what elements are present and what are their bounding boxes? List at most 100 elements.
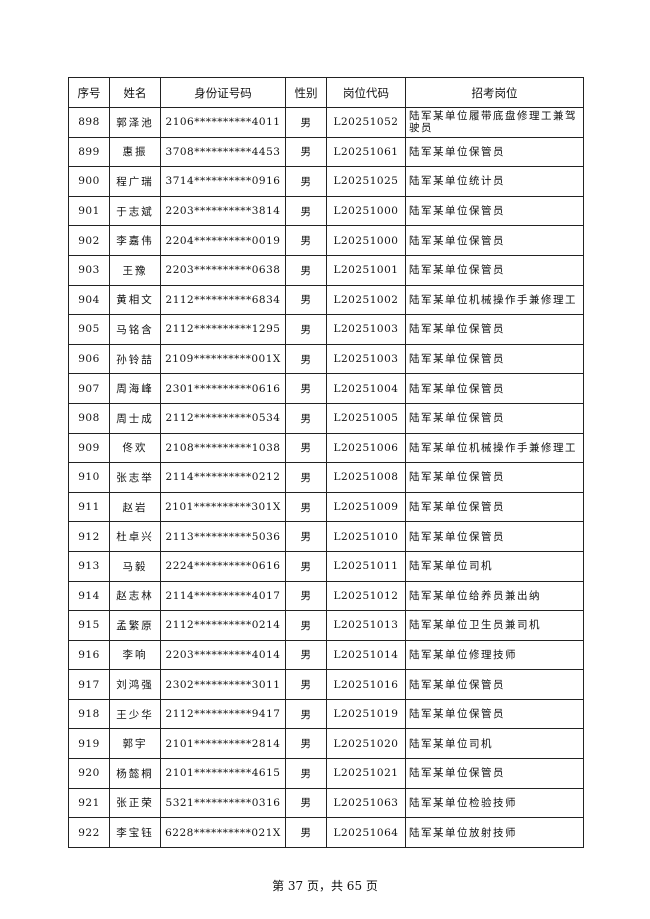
table-row: 913 马毅 2224**********0616 男 L20251011 陆军某单位司机 [68,550,584,582]
cell-position: 陆军某单位司机 [405,550,584,582]
cell-gender: 男 [285,343,327,375]
cell-name: 马铭含 [109,314,161,345]
cell-id-number: 2301**********0616 [160,373,286,404]
cell-serial: 906 [68,343,110,375]
cell-position-code: L20251003 [326,314,406,345]
cell-position: 陆军某单位检验技师 [405,787,584,819]
cell-serial: 915 [68,610,110,641]
table-row: 916 李响 2203**********4014 男 L20251014 陆军某单位修理… [68,639,584,671]
cell-serial: 898 [68,107,110,138]
cell-name: 李嘉伟 [109,225,161,256]
cell-position-code: L20251006 [326,432,406,464]
cell-id-number: 2101**********301X [160,491,286,523]
cell-name: 孙铃喆 [109,343,161,375]
cell-position: 陆军某单位统计员 [405,166,584,197]
table-row: 907 周海峰 2301**********0616 男 L20251004 陆军某单位保… [68,373,584,404]
cell-position-code: L20251003 [326,343,406,375]
header-name: 姓名 [109,77,161,108]
cell-name: 郭泽池 [109,107,161,138]
cell-serial: 910 [68,462,110,493]
table-row: 904 黄相文 2112**********6834 男 L20251002 陆军某单位机… [68,284,584,316]
cell-gender: 男 [285,432,327,464]
cell-name: 李宝钰 [109,817,161,848]
cell-serial: 916 [68,639,110,671]
cell-position-code: L20251002 [326,284,406,316]
header-serial: 序号 [68,77,110,108]
cell-id-number: 2204**********0019 [160,225,286,256]
cell-gender: 男 [285,610,327,641]
cell-name: 刘鸿强 [109,669,161,700]
cell-position: 陆军某单位保管员 [405,343,584,375]
cell-name: 佟欢 [109,432,161,464]
cell-position: 陆军某单位保管员 [405,758,584,789]
cell-gender: 男 [285,521,327,552]
cell-serial: 900 [68,166,110,197]
cell-id-number: 2203**********0638 [160,254,286,286]
cell-position-code: L20251064 [326,817,406,848]
cell-name: 赵岩 [109,491,161,523]
cell-name: 赵志林 [109,580,161,612]
cell-gender: 男 [285,639,327,671]
cell-serial: 919 [68,728,110,760]
cell-gender: 男 [285,373,327,404]
header-id-number: 身份证号码 [160,77,286,108]
cell-serial: 907 [68,373,110,404]
header-gender: 性别 [285,77,327,108]
cell-serial: 899 [68,136,110,168]
cell-position-code: L20251004 [326,373,406,404]
cell-serial: 912 [68,521,110,552]
cell-gender: 男 [285,698,327,730]
cell-id-number: 2109**********001X [160,343,286,375]
cell-serial: 913 [68,550,110,582]
cell-position: 陆军某单位机械操作手兼修理工 [405,432,584,464]
cell-id-number: 2112**********0534 [160,402,286,434]
cell-id-number: 2114**********0212 [160,462,286,493]
cell-gender: 男 [285,314,327,345]
cell-serial: 905 [68,314,110,345]
cell-serial: 917 [68,669,110,700]
cell-position-code: L20251063 [326,787,406,819]
cell-serial: 903 [68,254,110,286]
cell-position: 陆军某单位保管员 [405,521,584,552]
cell-position: 陆军某单位保管员 [405,314,584,345]
cell-gender: 男 [285,669,327,700]
table-row: 908 周士成 2112**********0534 男 L20251005 陆军某单位保… [68,402,584,434]
applicant-table: 序号 姓名 身份证号码 性别 岗位代码 招考岗位 898 郭泽池 2106*****… [68,77,584,848]
cell-id-number: 2224**********0616 [160,550,286,582]
cell-name: 黄相文 [109,284,161,316]
cell-gender: 男 [285,254,327,286]
cell-position: 陆军某单位保管员 [405,195,584,227]
cell-gender: 男 [285,758,327,789]
page-number: 第 37 页，共 65 页 [272,879,378,893]
cell-id-number: 2108**********1038 [160,432,286,464]
cell-serial: 902 [68,225,110,256]
cell-name: 于志斌 [109,195,161,227]
cell-gender: 男 [285,195,327,227]
table-row: 900 程广瑞 3714**********0916 男 L20251025 陆军某单位统… [68,166,584,197]
cell-position-code: L20251013 [326,610,406,641]
cell-position-code: L20251001 [326,254,406,286]
table-row: 905 马铭含 2112**********1295 男 L20251003 陆军某单位保… [68,314,584,345]
cell-position-code: L20251009 [326,491,406,523]
cell-position-code: L20251005 [326,402,406,434]
header-position: 招考岗位 [405,77,584,108]
cell-gender: 男 [285,166,327,197]
cell-position-code: L20251061 [326,136,406,168]
cell-gender: 男 [285,787,327,819]
cell-position: 陆军某单位保管员 [405,462,584,493]
cell-serial: 908 [68,402,110,434]
cell-id-number: 2112**********9417 [160,698,286,730]
cell-gender: 男 [285,225,327,256]
cell-id-number: 2113**********5036 [160,521,286,552]
table-row: 914 赵志林 2114**********4017 男 L20251012 陆军某单位给… [68,580,584,612]
cell-name: 程广瑞 [109,166,161,197]
cell-gender: 男 [285,491,327,523]
table-header-row: 序号 姓名 身份证号码 性别 岗位代码 招考岗位 [68,77,584,108]
cell-gender: 男 [285,580,327,612]
cell-name: 王少华 [109,698,161,730]
cell-id-number: 2114**********4017 [160,580,286,612]
cell-name: 张志举 [109,462,161,493]
table-row: 920 杨懿桐 2101**********4615 男 L20251021 陆军某单位保… [68,758,584,789]
cell-name: 周士成 [109,402,161,434]
table-row: 898 郭泽池 2106**********4011 男 L20251052 陆军某单位履… [68,107,584,138]
